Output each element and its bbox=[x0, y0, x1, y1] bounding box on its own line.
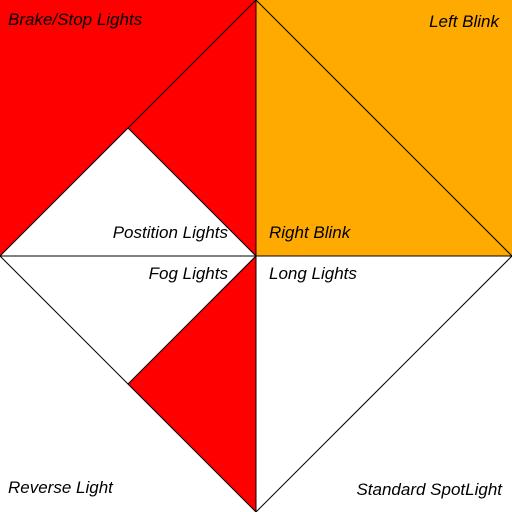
position-white-region bbox=[0, 128, 256, 256]
standard-spotlight-label: Standard SpotLight bbox=[356, 480, 502, 499]
right-blink-label: Right Blink bbox=[269, 223, 351, 242]
lower-right-edge bbox=[255, 255, 512, 512]
long-lights-label: Long Lights bbox=[269, 264, 357, 283]
left-blink-label: Left Blink bbox=[429, 12, 499, 31]
upper-right-edge bbox=[255, 0, 512, 257]
position-red-region bbox=[128, 0, 256, 256]
inner-lower-diagonal bbox=[127, 255, 257, 385]
fog-red-region bbox=[128, 256, 256, 512]
inner-upper-diagonal bbox=[127, 127, 257, 257]
fog-white-region bbox=[0, 256, 256, 384]
brake-lights-label: Brake/Stop Lights bbox=[8, 10, 143, 29]
reverse-light-label: Reverse Light bbox=[8, 478, 113, 497]
position-lights-label: Postition Lights bbox=[112, 223, 228, 242]
fog-lights-label: Fog Lights bbox=[148, 264, 228, 283]
